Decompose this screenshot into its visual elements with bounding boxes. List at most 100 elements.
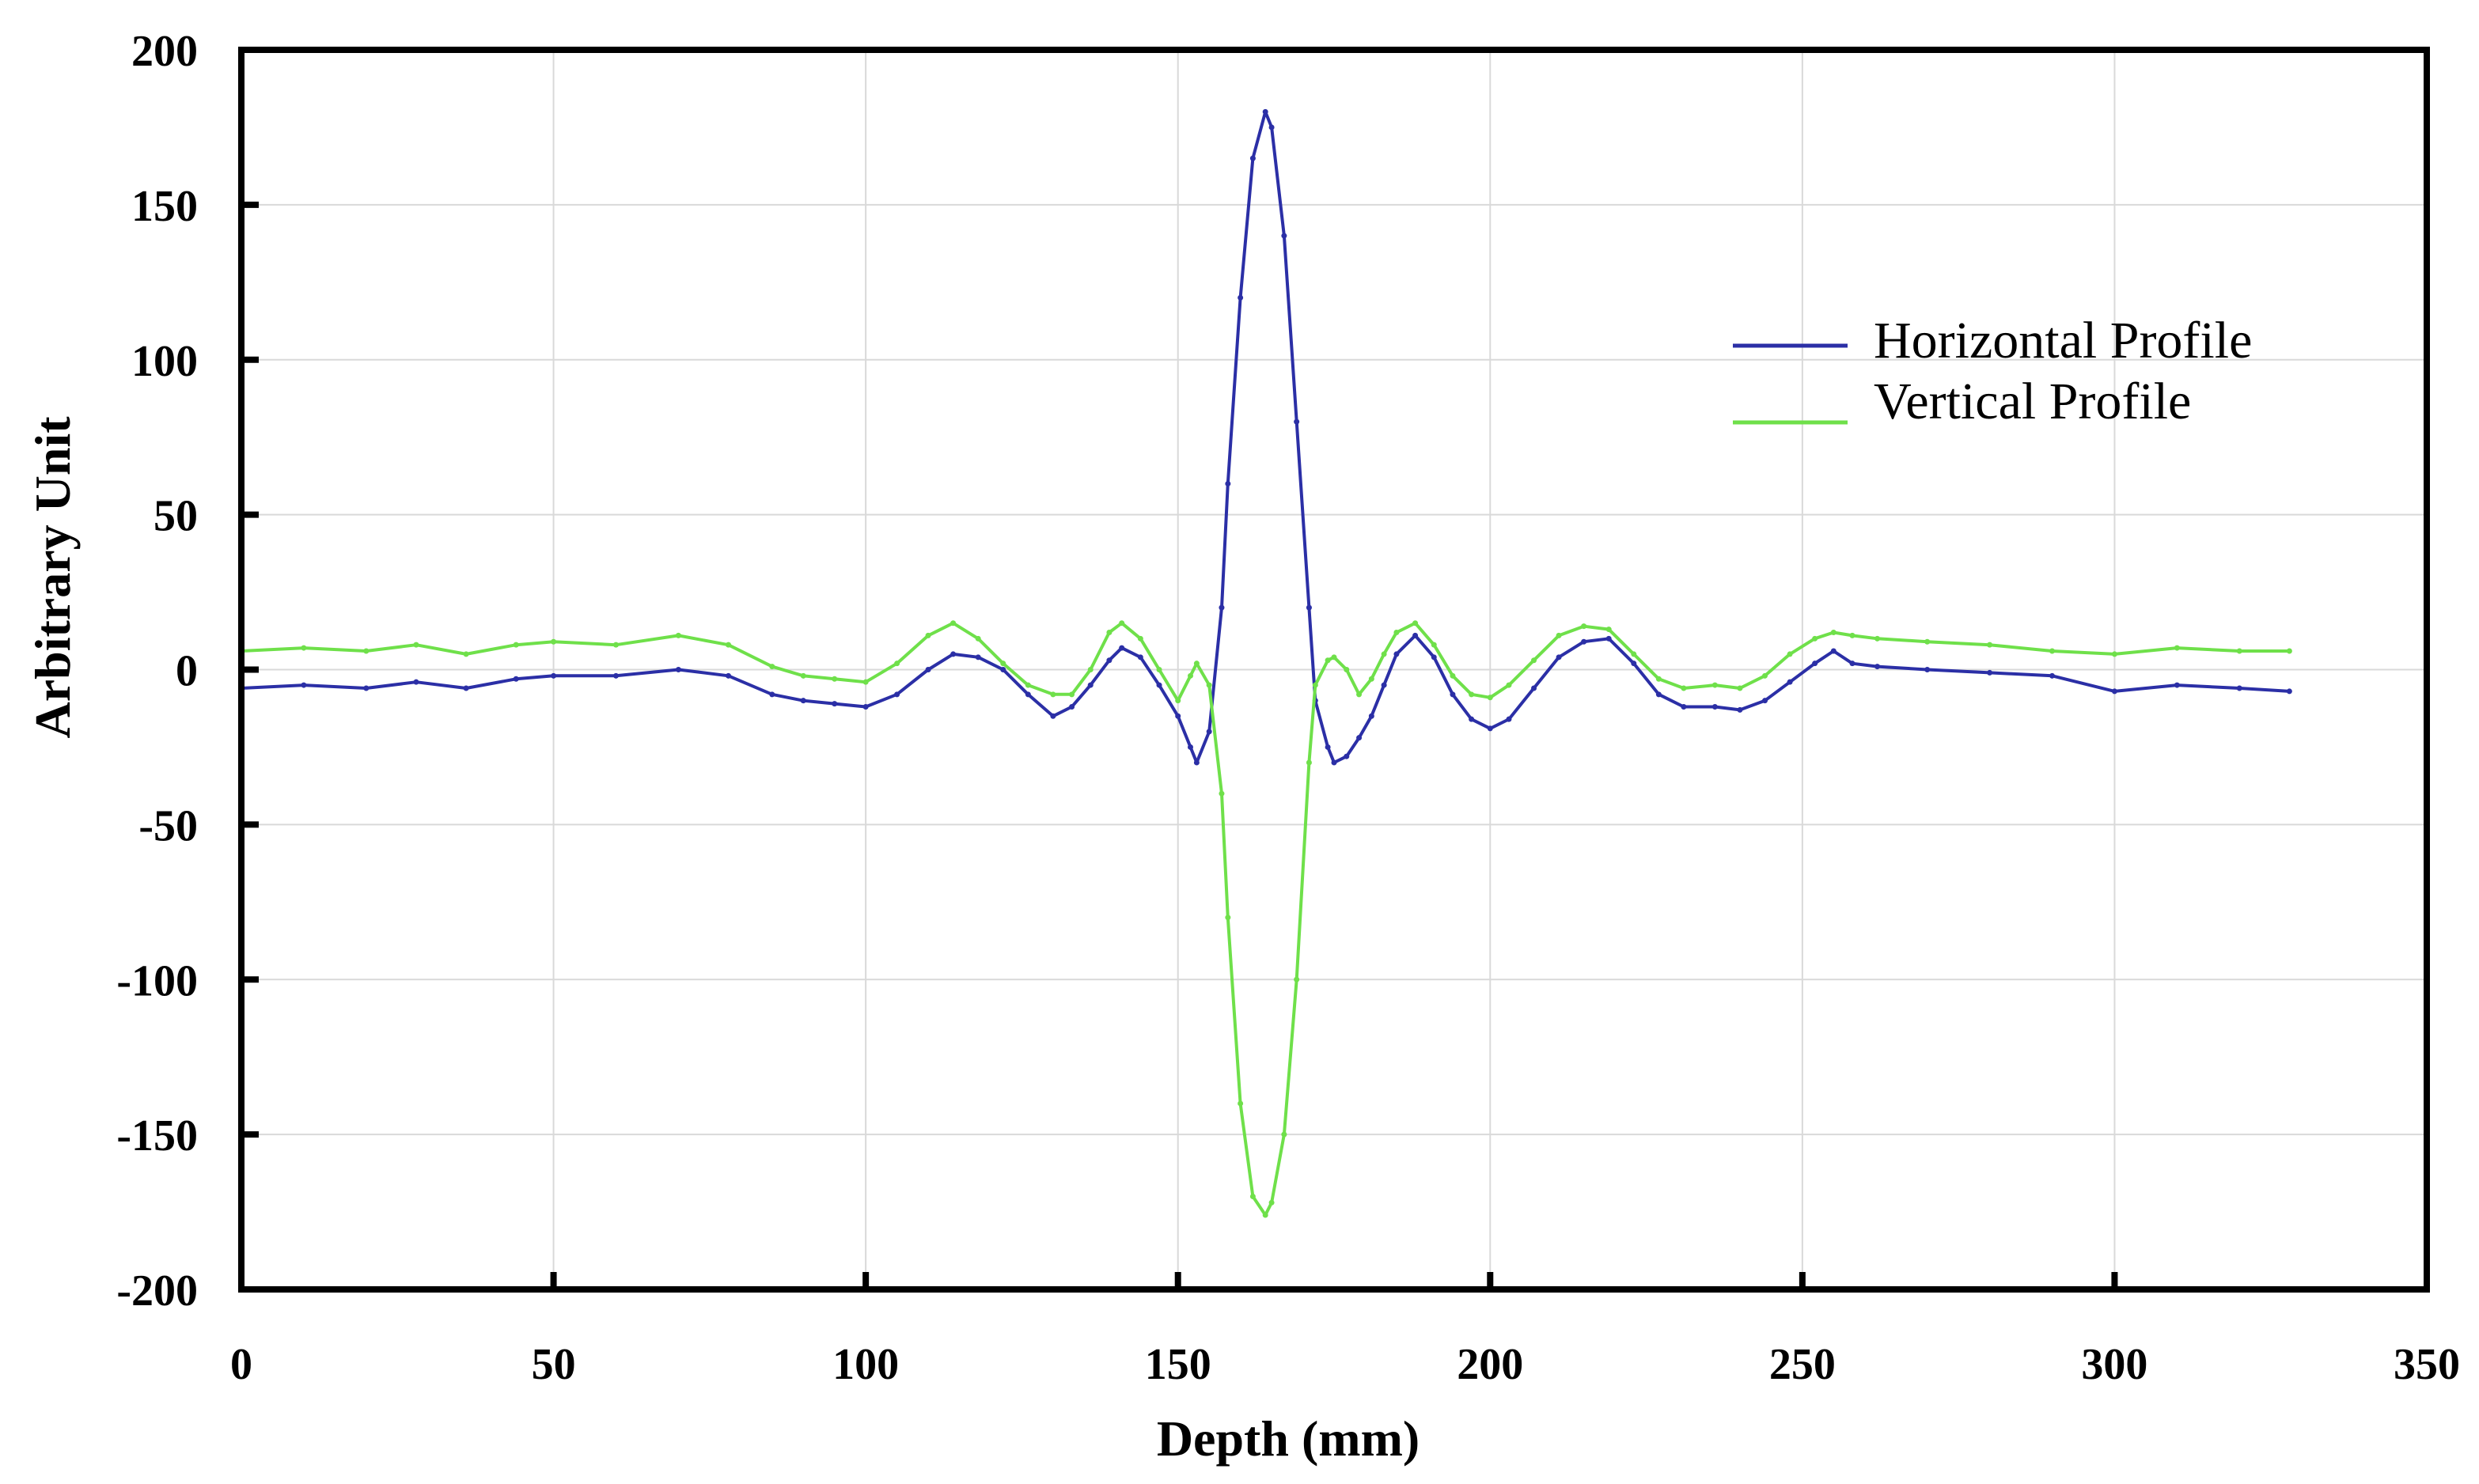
x-tick-label: 350	[2394, 1340, 2460, 1389]
data-point-vertical	[1249, 1193, 1256, 1199]
data-point-horizontal	[1412, 632, 1419, 638]
data-point-horizontal	[551, 672, 557, 679]
data-point-vertical	[1137, 635, 1143, 642]
data-point-vertical	[862, 679, 869, 685]
data-point-horizontal	[1268, 124, 1275, 131]
data-point-horizontal	[2286, 688, 2292, 695]
data-point-horizontal	[925, 667, 931, 672]
data-point-horizontal	[1137, 654, 1143, 661]
data-point-vertical	[413, 642, 419, 648]
data-point-vertical	[1987, 642, 1993, 648]
data-point-vertical	[925, 632, 931, 638]
data-point-horizontal	[1787, 679, 1793, 685]
data-point-vertical	[1812, 635, 1818, 642]
data-point-horizontal	[1344, 753, 1350, 759]
data-point-vertical	[551, 638, 557, 645]
data-point-vertical	[1762, 672, 1768, 679]
data-point-vertical	[1119, 620, 1125, 627]
data-point-vertical	[1294, 976, 1300, 982]
data-point-vertical	[1187, 672, 1193, 679]
data-point-horizontal	[1238, 294, 1244, 301]
data-point-horizontal	[1924, 667, 1931, 672]
data-point-vertical	[2174, 645, 2180, 651]
data-point-horizontal	[363, 685, 370, 691]
data-point-vertical	[1193, 661, 1200, 667]
data-point-horizontal	[1381, 682, 1387, 688]
data-point-vertical	[363, 648, 370, 654]
data-point-vertical	[1344, 667, 1350, 672]
data-point-horizontal	[1249, 155, 1256, 161]
data-point-vertical	[1238, 1100, 1244, 1107]
y-tick-label: 0	[176, 647, 198, 696]
data-point-vertical	[1050, 691, 1056, 698]
data-point-vertical	[513, 642, 519, 648]
data-point-vertical	[1431, 642, 1437, 648]
data-point-horizontal	[513, 676, 519, 682]
data-point-vertical	[1356, 691, 1363, 698]
data-point-horizontal	[1193, 759, 1200, 766]
y-tick-label: -150	[116, 1111, 198, 1160]
data-point-horizontal	[1325, 744, 1331, 750]
data-point-vertical	[1737, 685, 1743, 691]
data-point-vertical	[726, 642, 732, 648]
data-point-horizontal	[1156, 682, 1162, 688]
data-point-vertical	[1412, 620, 1419, 627]
data-point-vertical	[1025, 682, 1031, 688]
data-point-vertical	[1268, 1199, 1275, 1206]
data-point-horizontal	[1225, 480, 1231, 486]
data-point-horizontal	[1655, 691, 1662, 698]
data-point-horizontal	[1681, 704, 1687, 710]
data-point-horizontal	[1306, 604, 1312, 611]
data-point-horizontal	[950, 651, 957, 657]
data-point-horizontal	[1830, 648, 1837, 654]
data-point-horizontal	[2111, 688, 2117, 695]
data-point-vertical	[1531, 657, 1537, 664]
data-point-horizontal	[1025, 691, 1031, 698]
legend-label-vertical: Vertical Profile	[1874, 373, 2191, 430]
data-point-horizontal	[1069, 704, 1075, 710]
series-line-horizontal	[241, 110, 2290, 764]
data-point-vertical	[1368, 676, 1374, 682]
x-tick-label: 50	[532, 1340, 576, 1389]
data-point-vertical	[1711, 682, 1718, 688]
data-point-horizontal	[413, 679, 419, 685]
data-point-vertical	[975, 635, 981, 642]
data-point-vertical	[1506, 682, 1512, 688]
data-point-horizontal	[1711, 704, 1718, 710]
data-point-vertical	[1849, 632, 1855, 638]
data-point-vertical	[1087, 667, 1094, 672]
data-point-horizontal	[1874, 664, 1881, 670]
series-layer	[238, 108, 2292, 1218]
data-point-vertical	[1874, 635, 1881, 642]
legend: Horizontal Profile Vertical Profile	[1733, 312, 2252, 430]
data-point-vertical	[950, 620, 957, 627]
data-point-horizontal	[726, 672, 732, 679]
data-point-vertical	[1681, 685, 1687, 691]
y-tick-label: 100	[131, 337, 198, 386]
y-tick-label: 50	[154, 492, 198, 541]
data-point-vertical	[894, 661, 900, 667]
data-point-horizontal	[1605, 635, 1612, 642]
data-point-horizontal	[1331, 759, 1337, 766]
data-point-vertical	[612, 642, 619, 648]
data-point-horizontal	[301, 682, 307, 688]
data-point-vertical	[1655, 676, 1662, 682]
data-point-horizontal	[1469, 716, 1475, 722]
data-point-horizontal	[1206, 729, 1212, 735]
data-point-horizontal	[1050, 713, 1056, 719]
data-point-horizontal	[1119, 645, 1125, 651]
data-point-vertical	[1556, 632, 1562, 638]
x-tick-label: 150	[1145, 1340, 1211, 1389]
data-point-vertical	[1312, 682, 1318, 688]
data-point-horizontal	[1281, 233, 1287, 239]
data-point-vertical	[1262, 1212, 1268, 1218]
data-point-horizontal	[800, 698, 806, 704]
data-point-horizontal	[1506, 716, 1512, 722]
data-point-vertical	[1325, 657, 1331, 664]
data-point-horizontal	[2049, 672, 2056, 679]
data-point-vertical	[769, 664, 775, 670]
data-point-vertical	[1000, 661, 1006, 667]
x-tick-label: 300	[2081, 1340, 2147, 1389]
data-point-horizontal	[1000, 667, 1006, 672]
